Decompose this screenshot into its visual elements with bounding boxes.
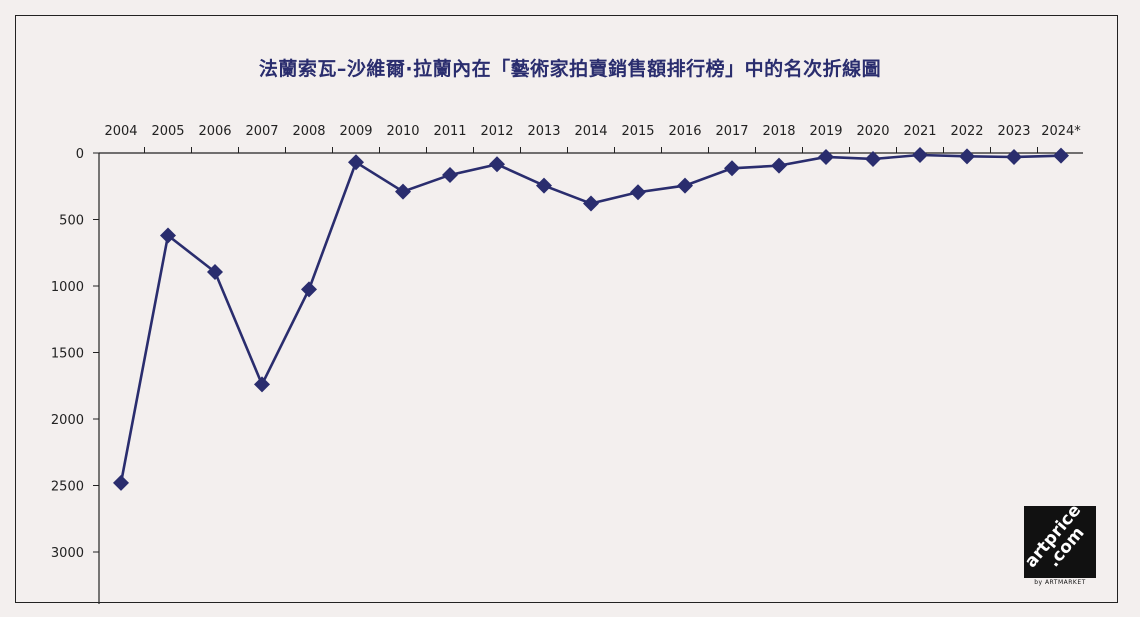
- data-point-marker: [113, 474, 129, 491]
- chart-title: 法蘭索瓦–沙維爾·拉蘭內在「藝術家拍賣銷售額排行榜」中的名次折線圖: [258, 58, 882, 80]
- data-point-marker: [1006, 148, 1022, 165]
- data-point-marker: [771, 157, 787, 174]
- chart-frame: [15, 15, 1118, 603]
- y-tick-labels: 0 500 1000 1500 2000 2500 3000: [51, 147, 84, 561]
- x-tick-label: 2005: [151, 124, 184, 139]
- data-point-marker: [677, 177, 693, 194]
- data-point-marker: [724, 160, 740, 177]
- data-point-marker: [630, 184, 646, 201]
- data-point-marker: [395, 183, 411, 200]
- x-tick-label: 2016: [668, 124, 701, 139]
- data-point-marker: [1053, 147, 1069, 164]
- x-tick-label: 2004: [104, 124, 137, 139]
- y-tick-label: 3000: [51, 546, 84, 561]
- x-tick-label: 2012: [480, 124, 513, 139]
- data-point-marker: [254, 376, 270, 393]
- data-point-marker: [865, 150, 881, 167]
- data-point-marker: [207, 264, 223, 281]
- y-tick-label: 1500: [51, 347, 84, 362]
- artprice-logo: artprice .com: [1024, 506, 1096, 578]
- y-tick-label: 500: [59, 214, 84, 229]
- data-point-marker: [536, 177, 552, 194]
- x-tick-label: 2017: [715, 124, 748, 139]
- x-tick-label: 2022: [950, 124, 983, 139]
- data-point-marker: [442, 166, 458, 183]
- data-point-marker: [818, 148, 834, 165]
- data-point-marker: [583, 195, 599, 212]
- data-point-marker: [348, 154, 364, 171]
- data-point-marker: [160, 227, 176, 244]
- x-tick-label: 2007: [245, 124, 278, 139]
- x-tick-label: 2009: [339, 124, 372, 139]
- x-tick-label: 2018: [762, 124, 795, 139]
- x-tick-labels: 2004 2005 2006 2007 2008 2009 2010 2011 2012 2013…: [104, 124, 1081, 139]
- x-tick-label: 2010: [386, 124, 419, 139]
- data-point-marker: [301, 281, 317, 298]
- x-tick-label: 2020: [856, 124, 889, 139]
- axes: [93, 147, 1083, 604]
- y-tick-label: 2500: [51, 480, 84, 495]
- data-point-marker: [489, 156, 505, 173]
- y-tick-label: 0: [76, 147, 84, 162]
- x-tick-label: 2013: [527, 124, 560, 139]
- data-point-marker: [912, 146, 928, 163]
- x-tick-label: 2019: [809, 124, 842, 139]
- x-tick-label: 2023: [997, 124, 1030, 139]
- x-tick-label: 2008: [292, 124, 325, 139]
- series: [113, 146, 1069, 491]
- x-tick-label: 2006: [198, 124, 231, 139]
- x-tick-label: 2015: [621, 124, 654, 139]
- logo-subtitle: by ARTMARKET: [1034, 579, 1086, 586]
- x-tick-label: 2021: [903, 124, 936, 139]
- x-tick-label: 2024*: [1041, 124, 1081, 139]
- x-tick-label: 2011: [433, 124, 466, 139]
- y-tick-label: 2000: [51, 413, 84, 428]
- data-point-marker: [959, 148, 975, 165]
- y-tick-label: 1000: [51, 280, 84, 295]
- x-tick-label: 2014: [574, 124, 607, 139]
